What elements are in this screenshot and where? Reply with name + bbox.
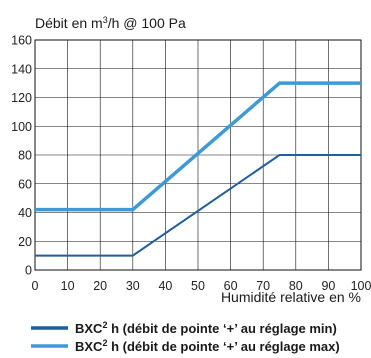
x-tick-label: 60: [224, 279, 238, 293]
series-lines: [35, 81, 361, 257]
legend-label-2: BXC2 h (débit de pointe ‘+’ au réglage m…: [75, 338, 340, 354]
y-tick-label: 60: [18, 177, 32, 191]
series-line-1: [35, 154, 361, 257]
y-tick-label: 100: [11, 120, 32, 134]
x-tick-label: 50: [191, 279, 205, 293]
x-tick-label: 90: [321, 279, 335, 293]
legend: BXC2 h (débit de pointe ‘+’ au réglage m…: [31, 320, 340, 354]
tick-labels: 0 10 20 30 40 50 60 70 80 90 100 0 20 40 60 80 100 120 140…: [11, 34, 371, 294]
y-tick-label: 80: [18, 149, 32, 163]
y-tick-label: 160: [11, 34, 32, 48]
x-tick-label: 70: [256, 279, 270, 293]
y-tick-label: 120: [11, 91, 32, 105]
x-tick-label: 0: [32, 279, 39, 293]
axis-titles: Débit en m3/h @ 100 Pa Humidité relative …: [35, 15, 361, 305]
y-axis-title: Débit en m3/h @ 100 Pa: [35, 15, 186, 31]
x-tick-label: 30: [126, 279, 140, 293]
y-tick-label: 20: [18, 235, 32, 249]
x-axis-title: Humidité relative en %: [221, 289, 361, 305]
x-tick-label: 20: [93, 279, 107, 293]
x-tick-label: 40: [158, 279, 172, 293]
y-tick-label: 140: [11, 62, 32, 76]
y-tick-label: 40: [18, 206, 32, 220]
series-line-2: [35, 81, 361, 212]
legend-label-1: BXC2 h (débit de pointe ‘+’ au réglage m…: [75, 320, 337, 336]
x-tick-label: 10: [61, 279, 75, 293]
x-tick-label: 80: [289, 279, 303, 293]
x-tick-label: 100: [351, 279, 371, 293]
y-tick-label: 0: [25, 264, 32, 278]
